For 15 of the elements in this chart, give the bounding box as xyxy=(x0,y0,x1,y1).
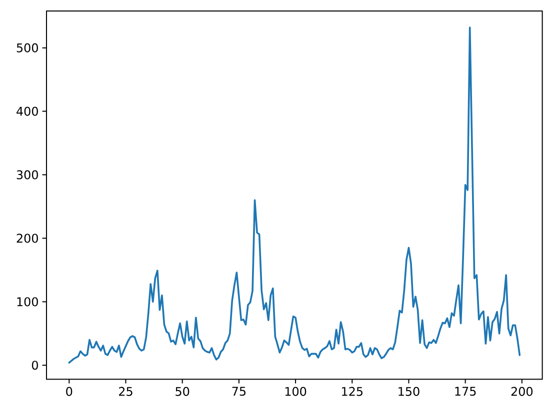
x-tick-label: 100 xyxy=(285,386,306,396)
y-tick-label: 500 xyxy=(16,43,38,52)
y-tick-label: 0 xyxy=(32,360,38,370)
x-tick-label: 25 xyxy=(119,386,132,396)
x-tick-label: 0 xyxy=(66,386,72,396)
x-tick-label: 200 xyxy=(511,386,533,396)
y-tick-label: 100 xyxy=(17,297,38,306)
y-tick-label: 300 xyxy=(16,170,38,180)
y-tick-label: 400 xyxy=(16,106,38,116)
x-tick-label: 125 xyxy=(342,386,362,396)
x-tick-label: 150 xyxy=(398,386,420,396)
x-tick-label: 75 xyxy=(232,386,246,396)
x-tick-label: 175 xyxy=(455,386,476,396)
y-tick-label: 200 xyxy=(16,234,38,243)
x-tick-label: 50 xyxy=(176,386,190,396)
